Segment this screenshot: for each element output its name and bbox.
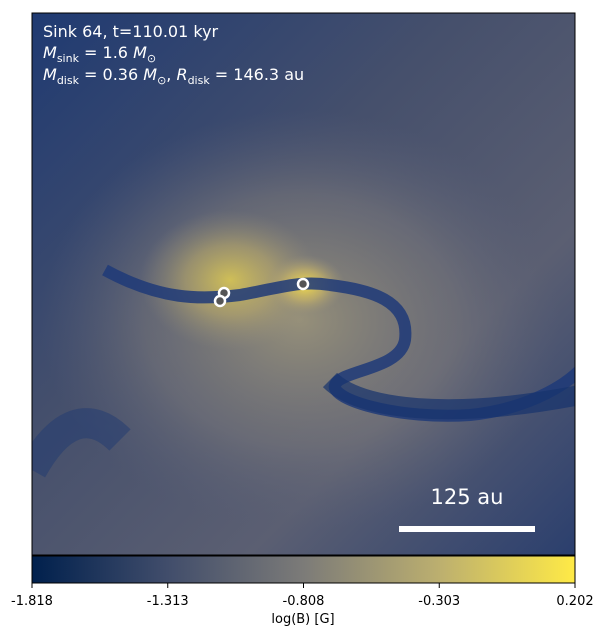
- annotation: Sink 64, t=110.01 kyr: [43, 22, 219, 41]
- annotation-part: Sink 64, t=110.01 kyr: [43, 22, 219, 41]
- annotation-part: = 146.3 au: [210, 65, 304, 84]
- annotation-part: = 0.36: [79, 65, 143, 84]
- colorbar-label: log(B) [G]: [271, 612, 334, 627]
- axes-frame: [31, 12, 576, 556]
- simulation-image: [32, 13, 575, 555]
- annotation-part: = 1.6: [79, 43, 133, 62]
- colorbar-tick-label: -0.303: [418, 594, 460, 609]
- annotation: Msink = 1.6 M⊙: [43, 43, 156, 65]
- annotation-part: disk: [188, 74, 211, 87]
- annotation-part: ⊙: [147, 52, 156, 65]
- annotation-part: sink: [57, 52, 80, 65]
- colorbar-tick-label: -0.808: [283, 594, 325, 609]
- colorbar-tick-label: -1.818: [11, 594, 53, 609]
- annotation-part: M: [133, 43, 147, 62]
- annotation: Mdisk = 0.36 M⊙, Rdisk = 146.3 au: [43, 65, 304, 87]
- annotation-part: disk: [57, 74, 80, 87]
- annotation-part: M: [43, 43, 57, 62]
- colorbar-tick-label: 0.202: [556, 594, 593, 609]
- colorbar-tick-label: -1.313: [147, 594, 189, 609]
- colorbar: [31, 555, 576, 584]
- scale-bar-label: 125 au: [431, 485, 504, 509]
- annotation-part: R: [176, 65, 187, 84]
- annotation-part: ⊙: [157, 74, 166, 87]
- annotation-part: M: [143, 65, 157, 84]
- annotation-part: M: [43, 65, 57, 84]
- annotation-part: ,: [166, 65, 176, 84]
- scale-bar: [399, 526, 535, 532]
